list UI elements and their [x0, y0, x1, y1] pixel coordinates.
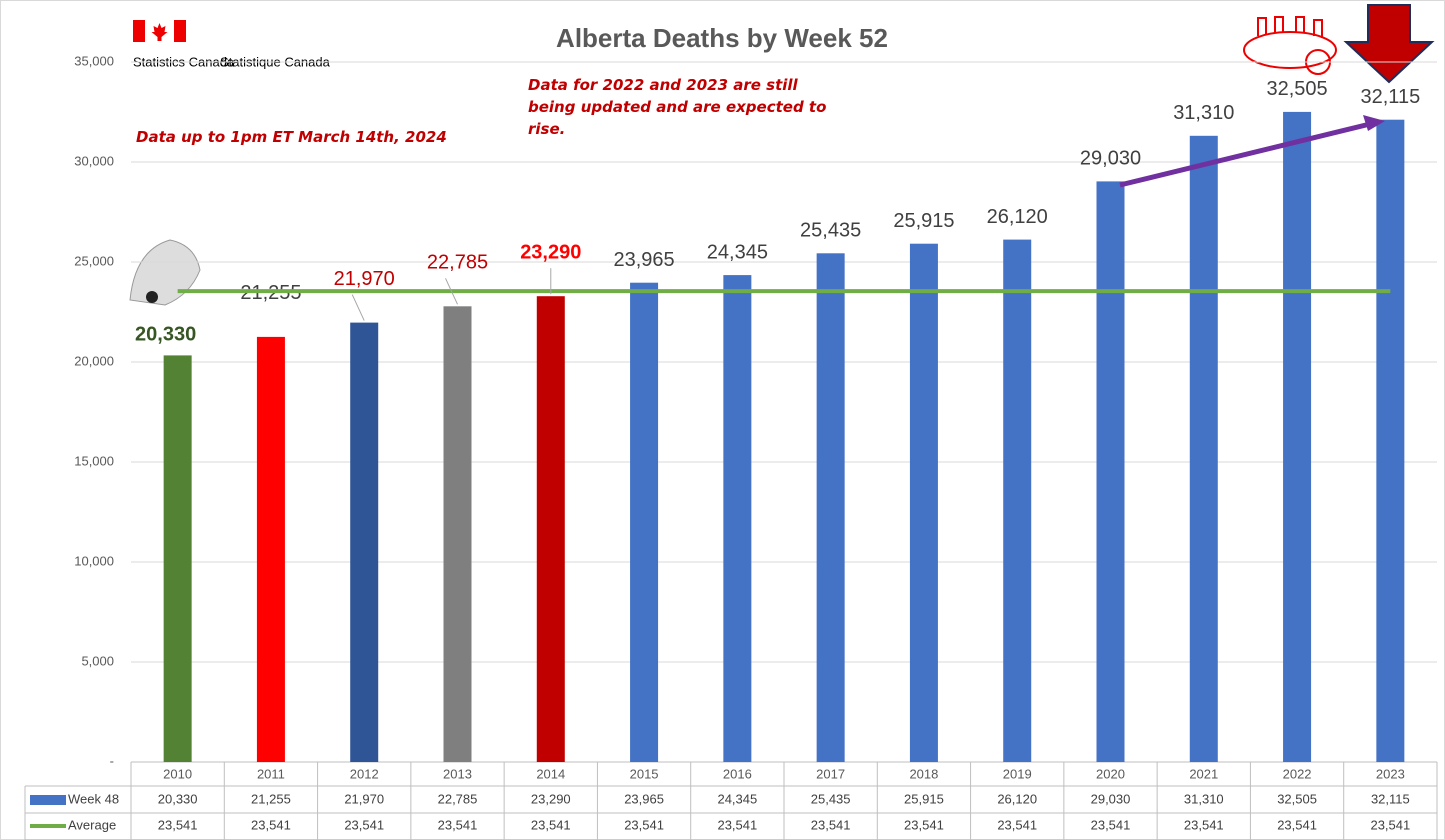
- data-label: 26,120: [987, 206, 1048, 228]
- x-tick-label: 2016: [723, 766, 752, 781]
- y-tick-label: 5,000: [81, 653, 114, 668]
- y-tick-label: 25,000: [74, 253, 114, 268]
- update-note: Data for 2022 and 2023 are still being u…: [528, 76, 827, 138]
- table-cell: 22,785: [438, 791, 478, 806]
- bar: [1283, 111, 1312, 762]
- table-cell: 23,541: [438, 817, 478, 832]
- table-cell: 21,970: [344, 791, 384, 806]
- bar: [816, 253, 845, 763]
- x-tick-label: 2014: [536, 766, 565, 781]
- chart-title: Alberta Deaths by Week 52: [556, 23, 888, 53]
- table-cell: 23,541: [624, 817, 664, 832]
- y-tick-label: 30,000: [74, 153, 114, 168]
- x-tick-label: 2018: [909, 766, 938, 781]
- table-cell: 23,541: [811, 817, 851, 832]
- table-cell: 25,435: [811, 791, 851, 806]
- x-tick-label: 2015: [630, 766, 659, 781]
- table-cell: 23,541: [904, 817, 944, 832]
- table-cell: 23,541: [158, 817, 198, 832]
- table-cell: 23,541: [1091, 817, 1131, 832]
- legend-label: Average: [68, 817, 116, 832]
- table-cell: 26,120: [997, 791, 1037, 806]
- x-tick-label: 2023: [1376, 766, 1405, 781]
- table-cell: 23,541: [1184, 817, 1224, 832]
- data-label: 25,915: [893, 210, 954, 232]
- legend-key: [30, 795, 66, 805]
- x-tick-label: 2020: [1096, 766, 1125, 781]
- data-label: 21,255: [240, 282, 301, 304]
- data-label: 25,435: [800, 220, 861, 242]
- bar: [723, 275, 752, 762]
- table-cell: 20,330: [158, 791, 198, 806]
- table-cell: 23,541: [1370, 817, 1410, 832]
- x-tick-label: 2019: [1003, 766, 1032, 781]
- bar: [909, 243, 938, 762]
- data-label: 31,310: [1173, 102, 1234, 124]
- table-cell: 23,290: [531, 791, 571, 806]
- logo-flag: [133, 20, 186, 42]
- data-label: 20,330: [135, 324, 196, 346]
- trend-arrow-head: [1363, 115, 1385, 131]
- x-tick-label: 2021: [1189, 766, 1218, 781]
- wolf-icon: [129, 239, 201, 306]
- bar: [443, 306, 472, 762]
- bar: [350, 322, 379, 762]
- plot-area: - 5,000 10,000 15,000 20,000 25,000 30,000 35,0…: [24, 53, 1438, 840]
- x-tick-label: 2011: [257, 766, 285, 781]
- table-cell: 23,541: [1277, 817, 1317, 832]
- x-tick-label: 2013: [443, 766, 472, 781]
- x-tick-label: 2012: [350, 766, 379, 781]
- legend-label: Week 48: [68, 791, 119, 806]
- bar: [536, 296, 565, 762]
- table-cell: 29,030: [1091, 791, 1131, 806]
- table-cell: 32,505: [1277, 791, 1317, 806]
- x-tick-label: 2017: [816, 766, 845, 781]
- y-tick-label: 15,000: [74, 453, 114, 468]
- y-tick-label: -: [110, 753, 114, 768]
- bar: [1003, 239, 1032, 763]
- data-label: 23,965: [613, 249, 674, 271]
- data-label: 32,115: [1361, 86, 1421, 108]
- trend-arrow: [1119, 121, 1371, 188]
- y-tick-label: 35,000: [74, 53, 114, 68]
- x-tick-label: 2010: [163, 766, 192, 781]
- bar: [630, 282, 659, 762]
- table-cell: 23,965: [624, 791, 664, 806]
- x-tick-label: 2022: [1283, 766, 1312, 781]
- data-label: 29,030: [1080, 148, 1141, 170]
- table-cell: 25,915: [904, 791, 944, 806]
- table-cell: 23,541: [717, 817, 757, 832]
- data-label: 24,345: [707, 241, 768, 263]
- bar: [1096, 181, 1125, 762]
- data-date-note: Data up to 1pm ET March 14th, 2024: [136, 128, 447, 146]
- data-label: 23,290: [520, 241, 581, 263]
- bar: [256, 336, 285, 762]
- data-label: 32,505: [1266, 78, 1327, 100]
- leader-line: [445, 278, 458, 305]
- table-cell: 21,255: [251, 791, 291, 806]
- table-cell: 31,310: [1184, 791, 1224, 806]
- table-cell: 23,541: [344, 817, 384, 832]
- y-tick-label: 20,000: [74, 353, 114, 368]
- bar: [1189, 135, 1218, 763]
- y-tick-label: 10,000: [74, 553, 114, 568]
- table-cell: 23,541: [997, 817, 1037, 832]
- table-cell: 24,345: [717, 791, 757, 806]
- leader-line: [351, 294, 365, 321]
- bar: [163, 355, 192, 762]
- table-cell: 23,541: [531, 817, 571, 832]
- data-label: 22,785: [427, 252, 488, 274]
- table-cell: 23,541: [251, 817, 291, 832]
- table-cell: 32,115: [1371, 791, 1410, 806]
- bar: [1376, 119, 1405, 762]
- data-label: 21,970: [334, 268, 395, 290]
